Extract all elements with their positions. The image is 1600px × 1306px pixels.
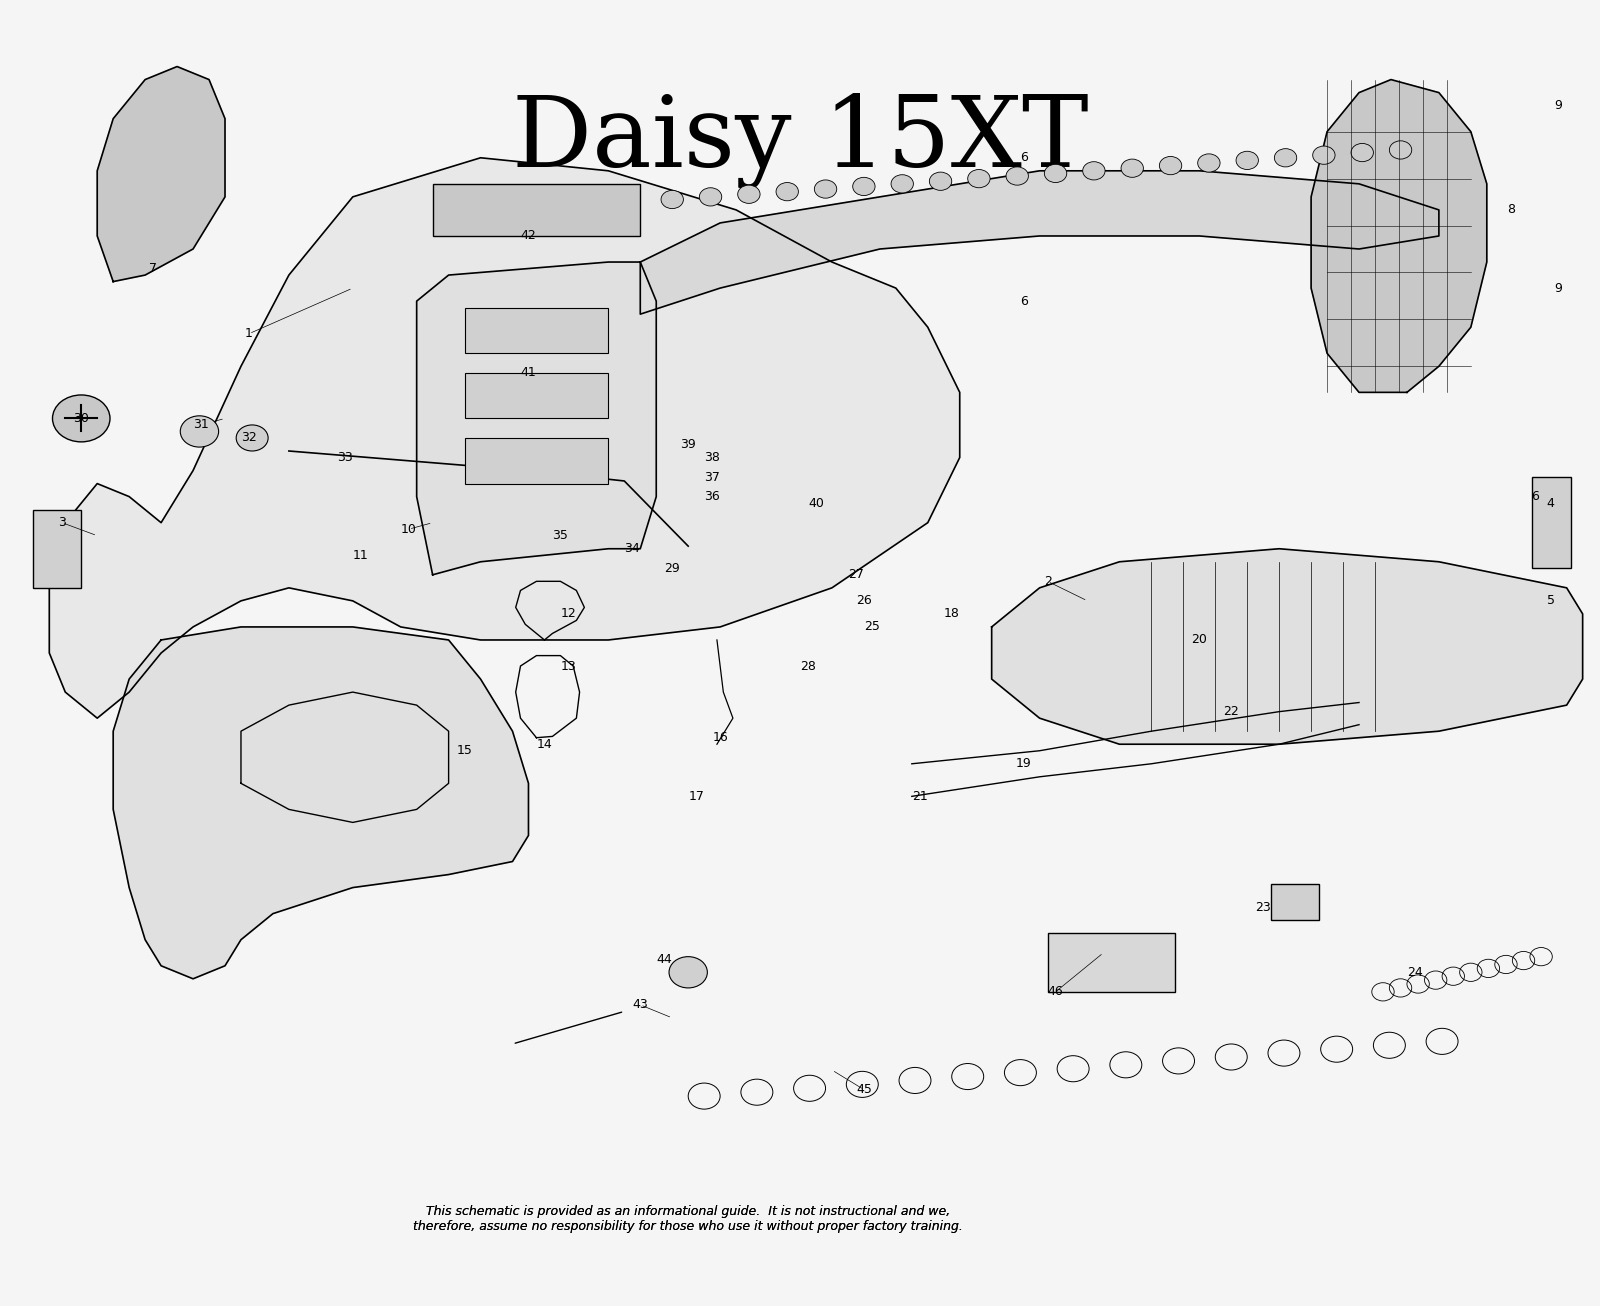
- Circle shape: [53, 394, 110, 441]
- Text: 9: 9: [1555, 282, 1563, 295]
- Text: 28: 28: [800, 660, 816, 673]
- Text: 19: 19: [1016, 757, 1032, 771]
- Text: 17: 17: [688, 790, 704, 803]
- Text: 38: 38: [704, 451, 720, 464]
- Text: 3: 3: [58, 516, 66, 529]
- Bar: [464, 308, 608, 353]
- Polygon shape: [50, 158, 960, 718]
- Polygon shape: [416, 263, 656, 575]
- Text: 34: 34: [624, 542, 640, 555]
- Text: 33: 33: [338, 451, 352, 464]
- Text: 13: 13: [560, 660, 576, 673]
- Text: 30: 30: [74, 411, 90, 424]
- Text: 14: 14: [536, 738, 552, 751]
- Circle shape: [1083, 162, 1106, 180]
- Circle shape: [1198, 154, 1221, 172]
- Circle shape: [661, 191, 683, 209]
- Text: 29: 29: [664, 562, 680, 575]
- Text: 4: 4: [1547, 496, 1555, 509]
- Text: 21: 21: [912, 790, 928, 803]
- Bar: [464, 372, 608, 418]
- Text: 41: 41: [520, 366, 536, 379]
- Circle shape: [853, 178, 875, 196]
- Text: 46: 46: [1048, 985, 1064, 998]
- Bar: [1270, 884, 1318, 921]
- Bar: [34, 509, 82, 588]
- Bar: [1048, 934, 1176, 991]
- Circle shape: [1350, 144, 1373, 162]
- Text: 45: 45: [856, 1083, 872, 1096]
- Text: Daisy 15XT: Daisy 15XT: [512, 93, 1088, 188]
- Circle shape: [699, 188, 722, 206]
- Circle shape: [237, 424, 269, 451]
- Circle shape: [669, 957, 707, 987]
- Text: 26: 26: [856, 594, 872, 607]
- Text: 20: 20: [1192, 633, 1208, 646]
- Text: 6: 6: [1019, 151, 1027, 165]
- Circle shape: [1045, 165, 1067, 183]
- Text: 44: 44: [656, 953, 672, 965]
- Circle shape: [891, 175, 914, 193]
- Text: This schematic is provided as an informational guide.  It is not instructional a: This schematic is provided as an informa…: [413, 1205, 963, 1233]
- Text: 12: 12: [560, 607, 576, 620]
- Text: 18: 18: [944, 607, 960, 620]
- Circle shape: [1160, 157, 1182, 175]
- Polygon shape: [1310, 80, 1486, 392]
- Text: 7: 7: [149, 263, 157, 276]
- Text: 36: 36: [704, 490, 720, 503]
- Circle shape: [1274, 149, 1296, 167]
- Circle shape: [1122, 159, 1144, 178]
- Bar: [432, 184, 640, 236]
- Text: 40: 40: [808, 496, 824, 509]
- Text: 24: 24: [1406, 966, 1422, 978]
- Bar: [1531, 477, 1571, 568]
- Polygon shape: [992, 549, 1582, 744]
- Polygon shape: [640, 171, 1438, 315]
- Circle shape: [1237, 151, 1259, 170]
- Circle shape: [968, 170, 990, 188]
- Text: This schematic is provided as an informational guide.  It is not instructional a: This schematic is provided as an informa…: [413, 1205, 963, 1233]
- Polygon shape: [114, 627, 528, 978]
- Circle shape: [776, 183, 798, 201]
- Text: 11: 11: [354, 549, 368, 562]
- Text: 23: 23: [1256, 901, 1270, 914]
- Circle shape: [1389, 141, 1411, 159]
- Text: 5: 5: [1547, 594, 1555, 607]
- Text: 22: 22: [1224, 705, 1238, 718]
- Text: 35: 35: [552, 529, 568, 542]
- Text: 25: 25: [864, 620, 880, 633]
- Text: 6: 6: [1531, 490, 1539, 503]
- Bar: [464, 438, 608, 483]
- Text: 16: 16: [712, 731, 728, 744]
- Circle shape: [930, 172, 952, 191]
- Text: 42: 42: [520, 230, 536, 243]
- Circle shape: [1312, 146, 1334, 165]
- Text: 39: 39: [680, 438, 696, 451]
- Text: 43: 43: [632, 998, 648, 1011]
- Text: 15: 15: [456, 744, 472, 757]
- Text: 37: 37: [704, 470, 720, 483]
- Polygon shape: [98, 67, 226, 282]
- Circle shape: [814, 180, 837, 199]
- Text: 8: 8: [1507, 204, 1515, 217]
- Circle shape: [181, 415, 219, 447]
- Text: 32: 32: [242, 431, 258, 444]
- Text: 27: 27: [848, 568, 864, 581]
- Text: 10: 10: [400, 522, 416, 535]
- Text: 1: 1: [245, 328, 253, 340]
- Circle shape: [1006, 167, 1029, 185]
- Text: 9: 9: [1555, 99, 1563, 112]
- Text: 6: 6: [1019, 295, 1027, 308]
- Text: 2: 2: [1043, 575, 1051, 588]
- Text: 31: 31: [194, 418, 210, 431]
- Circle shape: [738, 185, 760, 204]
